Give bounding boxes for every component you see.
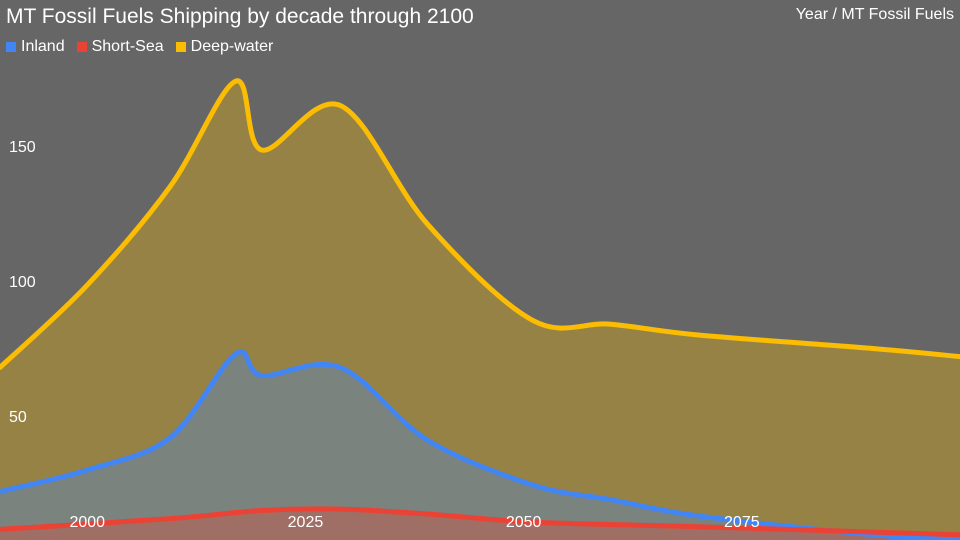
y-tick-label: 100: [9, 274, 36, 291]
x-tick-label: 2075: [724, 514, 760, 531]
chart-title: MT Fossil Fuels Shipping by decade throu…: [6, 5, 474, 28]
area-short-sea: [0, 508, 960, 540]
line-short-sea[interactable]: [0, 506, 960, 538]
y-tick-label: 150: [9, 139, 36, 156]
x-tick-label: 2025: [288, 514, 324, 531]
legend-item-deep-water[interactable]: Deep-water: [175, 38, 274, 56]
area-inland: [0, 351, 957, 540]
legend-label: Deep-water: [190, 38, 274, 55]
legend-label: Inland: [21, 38, 65, 55]
axis-title: Year / MT Fossil Fuels: [795, 6, 954, 23]
legend: Inland Short-Sea Deep-water: [6, 38, 273, 56]
legend-swatch-short-sea: [76, 42, 87, 52]
legend-swatch-deep-water: [175, 42, 186, 52]
y-tick-label: 50: [9, 409, 27, 426]
legend-swatch-inland: [6, 42, 16, 52]
x-tick-label: 2050: [506, 514, 542, 531]
line-deep-water[interactable]: [0, 78, 960, 370]
legend-item-short-sea[interactable]: Short-Sea: [76, 38, 164, 56]
legend-item-inland[interactable]: Inland: [6, 38, 65, 56]
area-deep-water: [0, 81, 960, 540]
legend-label: Short-Sea: [91, 38, 164, 55]
x-tick-label: 2000: [69, 514, 105, 531]
line-inland[interactable]: [0, 349, 960, 540]
